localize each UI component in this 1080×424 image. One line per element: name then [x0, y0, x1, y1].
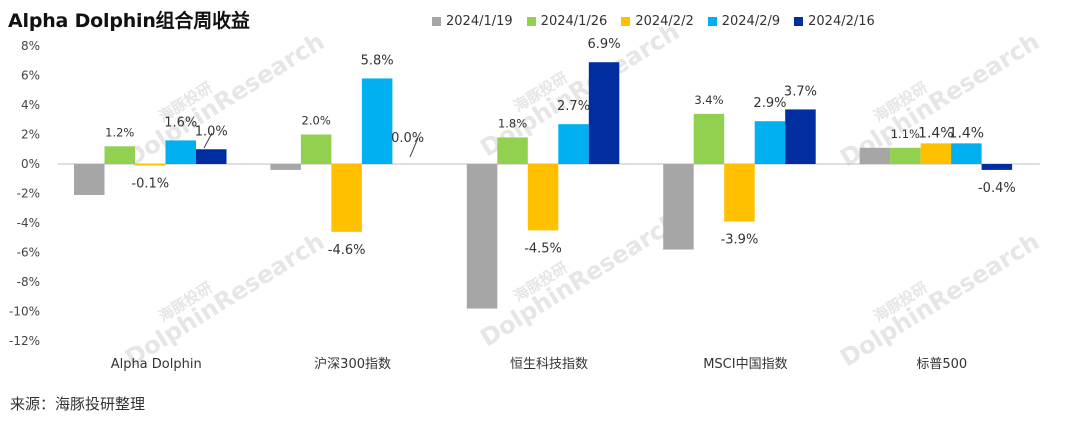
x-category-label: 沪深300指数	[314, 356, 391, 372]
bar	[74, 164, 105, 195]
bar	[693, 113, 725, 164]
data-label: 1.8%	[498, 116, 527, 130]
bar	[724, 164, 755, 222]
x-category-label: 标普500	[916, 357, 967, 372]
data-label: 3.4%	[694, 93, 723, 107]
data-label: -4.5%	[524, 241, 562, 256]
legend-swatch	[621, 17, 631, 26]
bar	[497, 137, 528, 164]
legend-label: 2024/1/19	[446, 14, 513, 29]
label-leader-line	[409, 137, 419, 158]
bar	[270, 164, 301, 170]
y-tick-label: -4%	[17, 216, 40, 230]
y-tick-label: 6%	[21, 69, 40, 83]
data-label: -3.9%	[721, 233, 759, 248]
bar	[361, 78, 393, 164]
y-tick-label: -2%	[17, 187, 40, 201]
legend-label: 2024/2/2	[635, 14, 694, 29]
y-tick-label: -12%	[9, 334, 40, 348]
source-note: 来源：海豚投研整理	[10, 395, 146, 413]
data-label: 1.1%	[891, 127, 920, 141]
legend-swatch	[794, 17, 804, 26]
chart-title: Alpha Dolphin组合周收益	[8, 10, 250, 32]
bar	[135, 164, 166, 166]
bar	[754, 121, 786, 164]
legend-item: 2024/1/19	[432, 14, 513, 29]
y-tick-label: -6%	[17, 246, 40, 260]
legend-item: 2024/2/9	[707, 14, 781, 29]
data-label: 5.8%	[361, 53, 394, 68]
data-label: 2.0%	[302, 114, 331, 128]
watermark-text-en: DolphinResearch	[475, 207, 684, 352]
y-tick-label: 8%	[21, 39, 40, 53]
legend-label: 2024/2/9	[721, 14, 781, 29]
legend-label: 2024/1/26	[540, 14, 608, 29]
y-tick-label: 0%	[21, 157, 40, 171]
data-label: -0.1%	[131, 176, 169, 191]
data-label: -4.6%	[328, 243, 366, 258]
data-label: 3.7%	[784, 84, 817, 99]
legend-swatch	[526, 17, 536, 26]
bar	[890, 147, 921, 164]
bar	[951, 143, 982, 164]
x-category-label: Alpha Dolphin	[111, 357, 202, 372]
watermark-text-en: DolphinResearch	[120, 227, 329, 372]
legend-item: 2024/1/26	[526, 14, 608, 29]
bar	[165, 140, 196, 164]
bar	[859, 147, 891, 164]
legend-swatch	[432, 17, 441, 26]
x-category-label: MSCI中国指数	[703, 357, 787, 372]
data-label: 1.2%	[105, 125, 134, 139]
legend-label: 2024/2/16	[808, 14, 875, 29]
y-tick-label: 2%	[21, 128, 40, 142]
bar	[663, 164, 694, 250]
legend-swatch	[707, 17, 717, 26]
bar	[981, 164, 1013, 170]
bar	[558, 124, 589, 164]
bar	[527, 164, 559, 231]
y-tick-label: -10%	[9, 305, 40, 319]
data-label: 1.0%	[195, 124, 228, 139]
bar	[920, 143, 952, 164]
legend-item: 2024/2/16	[794, 14, 875, 29]
bar	[104, 146, 135, 164]
data-label: 1.4%	[949, 125, 985, 141]
data-label: -0.4%	[978, 181, 1016, 196]
data-label: 6.9%	[588, 37, 621, 52]
label-leader-line	[203, 132, 213, 149]
legend-item: 2024/2/2	[621, 14, 694, 29]
data-label: 2.9%	[753, 96, 786, 111]
bar	[785, 109, 816, 164]
legend: 2024/1/19 2024/1/26 2024/2/2 2024/2/9 2024/2…	[432, 14, 875, 29]
x-category-label: 恒生科技指数	[510, 357, 588, 372]
bar	[331, 164, 362, 232]
bar	[196, 149, 227, 164]
bar	[466, 164, 498, 309]
data-label: 2.7%	[557, 99, 590, 114]
bar	[300, 134, 332, 164]
data-label: 0.0%	[391, 131, 424, 146]
watermark-text-en: DolphinResearch	[835, 227, 1044, 372]
bar	[588, 62, 620, 164]
y-tick-label: -8%	[17, 275, 40, 289]
data-label: 1.4%	[918, 125, 954, 141]
y-tick-label: 4%	[21, 98, 40, 112]
data-label: 1.6%	[164, 115, 197, 130]
